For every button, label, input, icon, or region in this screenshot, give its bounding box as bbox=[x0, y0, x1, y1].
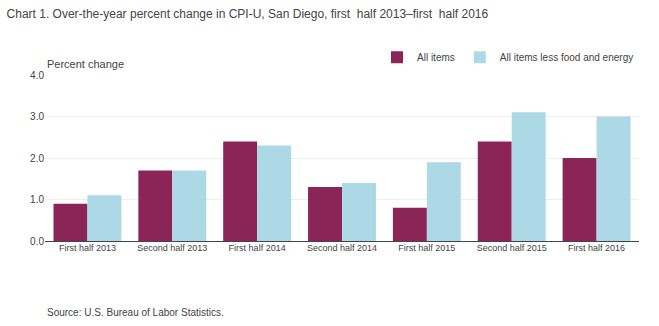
svg-text:2.0: 2.0 bbox=[30, 153, 44, 164]
svg-text:All items: All items bbox=[417, 52, 455, 63]
svg-text:First half 2016: First half 2016 bbox=[568, 243, 625, 253]
svg-text:First half 2014: First half 2014 bbox=[229, 243, 286, 253]
svg-text:1.0: 1.0 bbox=[30, 194, 44, 205]
svg-text:First half 2015: First half 2015 bbox=[398, 243, 455, 253]
svg-text:Chart 1. Over-the-year percent: Chart 1. Over-the-year percent change in… bbox=[7, 7, 489, 21]
svg-text:4.0: 4.0 bbox=[30, 70, 44, 81]
svg-text:Source: U.S. Bureau of Labor S: Source: U.S. Bureau of Labor Statistics. bbox=[47, 307, 224, 318]
svg-text:Second half 2013: Second half 2013 bbox=[137, 243, 207, 253]
svg-text:Percent change: Percent change bbox=[47, 58, 124, 70]
svg-text:Second half 2014: Second half 2014 bbox=[307, 243, 377, 253]
svg-text:3.0: 3.0 bbox=[30, 111, 44, 122]
svg-text:0.0: 0.0 bbox=[30, 236, 44, 247]
svg-text:First half 2013: First half 2013 bbox=[59, 243, 116, 253]
svg-text:All items less food and energy: All items less food and energy bbox=[500, 52, 633, 63]
svg-text:Second half 2015: Second half 2015 bbox=[477, 243, 547, 253]
